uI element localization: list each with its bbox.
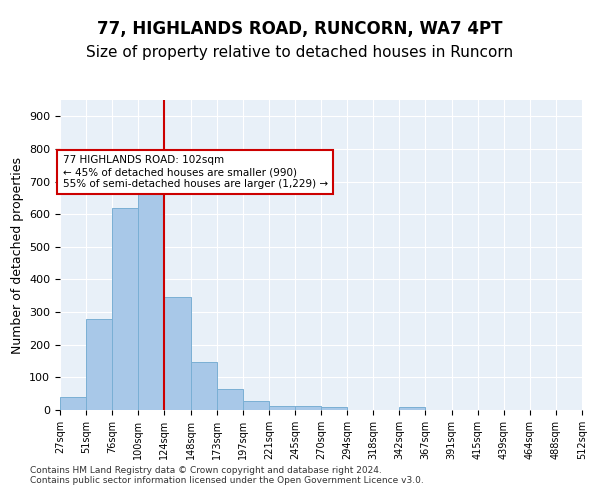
Text: 77, HIGHLANDS ROAD, RUNCORN, WA7 4PT: 77, HIGHLANDS ROAD, RUNCORN, WA7 4PT	[97, 20, 503, 38]
Bar	[217, 389, 243, 410]
Bar	[400, 407, 425, 410]
Text: Size of property relative to detached houses in Runcorn: Size of property relative to detached ho…	[86, 45, 514, 60]
Bar	[321, 407, 347, 410]
Bar	[164, 298, 191, 410]
Bar	[139, 192, 164, 410]
Bar	[191, 362, 217, 410]
Bar	[242, 401, 269, 410]
Bar	[112, 208, 139, 410]
Text: Contains HM Land Registry data © Crown copyright and database right 2024.
Contai: Contains HM Land Registry data © Crown c…	[30, 466, 424, 485]
Bar	[295, 406, 321, 410]
Text: 77 HIGHLANDS ROAD: 102sqm
← 45% of detached houses are smaller (990)
55% of semi: 77 HIGHLANDS ROAD: 102sqm ← 45% of detac…	[62, 156, 328, 188]
Bar	[269, 406, 295, 410]
Bar	[60, 397, 86, 410]
Y-axis label: Number of detached properties: Number of detached properties	[11, 156, 23, 354]
Bar	[86, 318, 112, 410]
